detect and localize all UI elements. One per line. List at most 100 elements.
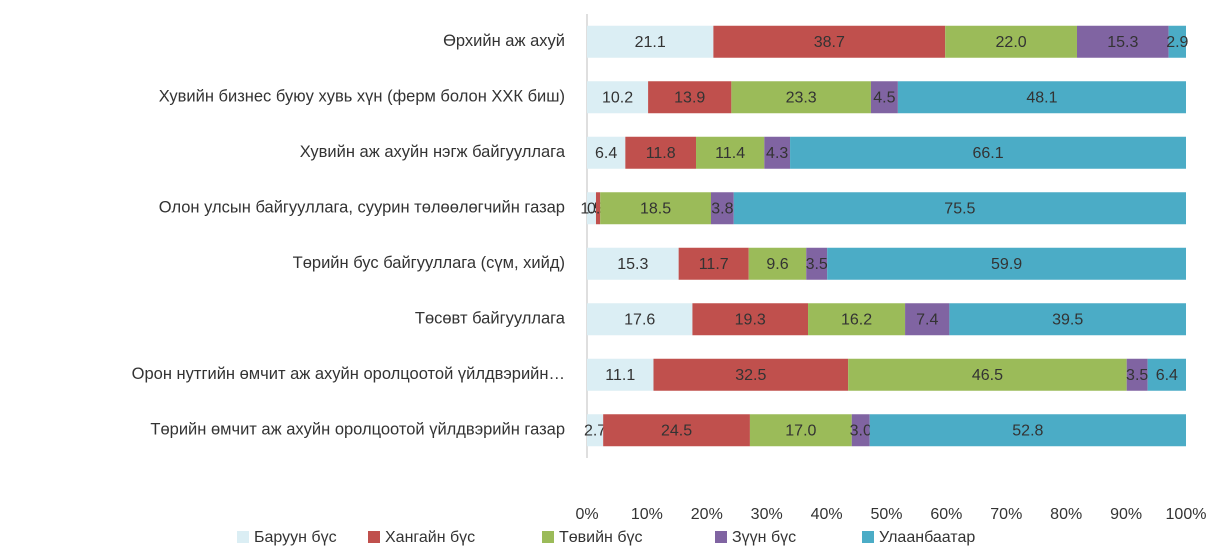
data-label: 4.3 (766, 145, 788, 162)
legend-swatch (862, 531, 874, 543)
bar-segment (851, 414, 870, 447)
category-label: Өрхийн аж ахуй (443, 32, 565, 50)
bar-segment (587, 81, 649, 114)
category-label: Хувийн бизнес буюу хувь хүн (ферм болон … (159, 88, 565, 106)
legend-label: Зүүн бүс (732, 529, 796, 546)
legend-swatch (715, 531, 727, 543)
bar-segment (949, 303, 1186, 336)
data-label: 3.8 (711, 200, 733, 217)
category-label: Олон улсын байгууллага, суурин төлөөлөгч… (159, 199, 565, 217)
x-tick-label: 60% (930, 506, 962, 523)
bar-segment (595, 192, 601, 225)
legend-label: Баруун бүс (254, 529, 337, 546)
bar-segment (587, 25, 714, 58)
data-label: 24.5 (661, 422, 692, 439)
category-label: Төсөвт байгууллага (415, 310, 566, 328)
data-label: 18.5 (640, 200, 671, 217)
bar-segment (733, 192, 1186, 225)
data-label: 66.1 (972, 145, 1003, 162)
data-label: 21.1 (635, 34, 666, 51)
bar-segment (945, 25, 1077, 58)
bar-segment (905, 303, 950, 336)
data-label: 17.6 (624, 311, 655, 328)
bar-segment (696, 136, 765, 169)
bar-segment (587, 247, 679, 280)
bar-segment (692, 303, 809, 336)
data-label: 23.3 (786, 89, 817, 106)
bar-segment (848, 358, 1127, 391)
category-label: Хувийн аж ахуйн нэгж байгууллага (300, 143, 566, 161)
bar-segment (600, 192, 711, 225)
x-tick-label: 90% (1110, 506, 1142, 523)
legend-swatch (542, 531, 554, 543)
x-tick-label: 80% (1050, 506, 1082, 523)
legend-label: Төвийн бүс (559, 529, 643, 546)
data-label: 3.5 (806, 256, 828, 273)
bar-segment (870, 81, 898, 114)
bar-segment (587, 136, 626, 169)
data-label: 4.5 (873, 89, 895, 106)
data-label: 2.7 (584, 422, 606, 439)
data-label: 6.4 (595, 145, 617, 162)
category-label: Орон нутгийн өмчит аж ахуйн оролцоотой ү… (132, 365, 565, 383)
bar-segment (1147, 358, 1186, 391)
bar-segment (806, 247, 828, 280)
x-tick-label: 40% (811, 506, 843, 523)
data-label: 19.3 (735, 311, 766, 328)
x-tick-label: 70% (990, 506, 1022, 523)
data-label: 15.3 (617, 256, 648, 273)
bar-segment (587, 192, 596, 225)
legend-swatch (368, 531, 380, 543)
bar-segment (869, 414, 1186, 447)
data-label: 11.1 (605, 367, 635, 384)
data-label: 13.9 (674, 89, 705, 106)
category-label: Төрийн өмчит аж ахуйн оролцоотой үйлдвэр… (150, 421, 565, 439)
data-label: 3.5 (1126, 367, 1148, 384)
data-label: 38.7 (814, 34, 845, 51)
bar-segment (897, 81, 1186, 114)
legend-swatch (237, 531, 249, 543)
data-label: 22.0 (996, 34, 1027, 51)
bar-segment (625, 136, 697, 169)
bar-segment (749, 414, 852, 447)
data-label: 11.4 (715, 145, 745, 162)
x-tick-label: 0% (575, 506, 598, 523)
data-label: 9.6 (766, 256, 788, 273)
data-label: 46.5 (972, 367, 1003, 384)
bar-segment (653, 358, 849, 391)
x-tick-label: 10% (631, 506, 663, 523)
bar-segment (587, 358, 654, 391)
data-label: 11.8 (646, 145, 676, 162)
data-label: 32.5 (735, 367, 766, 384)
x-tick-label: 20% (691, 506, 723, 523)
data-label: 11.7 (699, 256, 729, 273)
data-label: 6.4 (1156, 367, 1178, 384)
bar-segment (1076, 25, 1169, 58)
bar-segment (587, 303, 693, 336)
data-label: 16.2 (841, 311, 872, 328)
data-label: 3.0 (850, 422, 872, 439)
bar-segment (808, 303, 906, 336)
x-tick-label: 50% (870, 506, 902, 523)
bar-segment (1126, 358, 1148, 391)
data-label: 2.9 (1166, 34, 1188, 51)
bar-segment (710, 192, 734, 225)
bar-segment (764, 136, 791, 169)
data-label: 48.1 (1026, 89, 1057, 106)
bar-segment (587, 414, 604, 447)
x-tick-label: 100% (1166, 506, 1207, 523)
data-label: 10.2 (602, 89, 633, 106)
data-label: 15.3 (1107, 34, 1138, 51)
data-label: 17.0 (785, 422, 816, 439)
legend-label: Улаанбаатар (879, 529, 975, 546)
bar-segment (731, 81, 871, 114)
bar-segment (648, 81, 732, 114)
bar-segment (827, 247, 1186, 280)
data-label: 75.5 (944, 200, 975, 217)
bar-segment (748, 247, 807, 280)
data-label: 7.4 (916, 311, 938, 328)
legend-label: Хангайн бүс (385, 529, 475, 546)
bar-segment (1168, 25, 1186, 58)
data-label: 52.8 (1012, 422, 1043, 439)
